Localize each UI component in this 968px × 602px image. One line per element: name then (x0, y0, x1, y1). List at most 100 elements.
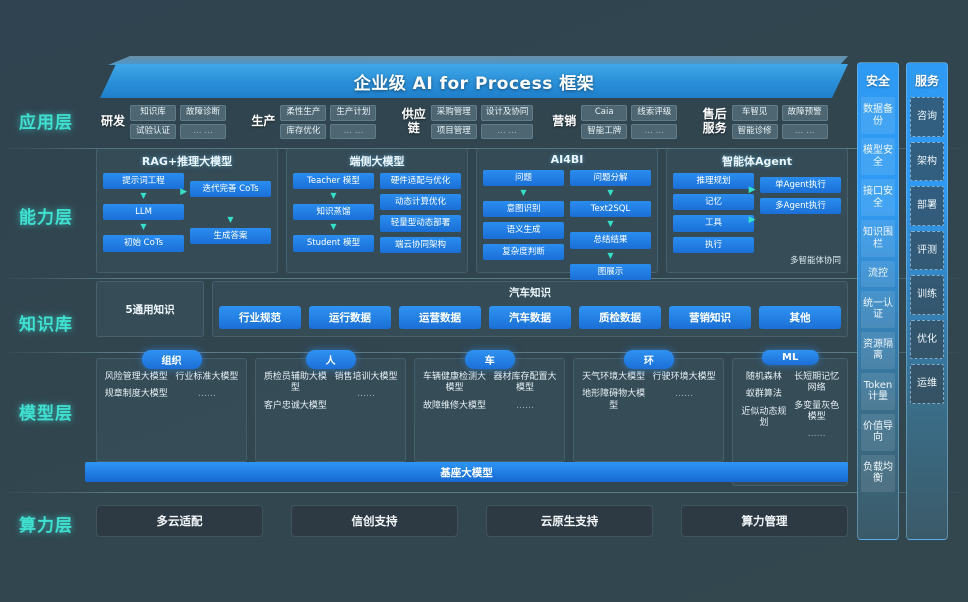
knowledge-pill[interactable]: 行业规范 (219, 306, 301, 329)
model-item[interactable]: 行业标准大模型 (175, 372, 239, 382)
capability-node[interactable]: 总结结果 (570, 232, 651, 249)
model-item[interactable]: 天气环境大模型 (582, 372, 646, 382)
app-chip[interactable]: 故障诊断 (180, 104, 226, 121)
model-card-vehicle[interactable]: 车 车辆健康检测大模型 故障维修大模型 器材库存配置大模型 …… (414, 350, 566, 462)
model-item[interactable]: 质检员辅助大模型 (263, 372, 327, 394)
app-chip[interactable]: 车智见 (731, 104, 778, 121)
app-chip-more[interactable]: … … (631, 123, 678, 140)
knowledge-pill[interactable]: 汽车数据 (489, 306, 571, 329)
security-rail-item[interactable]: 接口安全 (861, 179, 895, 216)
model-item[interactable]: 随机森林 (745, 372, 782, 382)
app-group-supply-chain[interactable]: 供应链 采购管理 项目管理 设计及协同 … … (397, 100, 547, 144)
security-rail-item[interactable]: 流控 (861, 261, 895, 287)
model-item[interactable]: 蚁群算法 (745, 389, 782, 400)
security-rail-item[interactable]: 知识围栏 (861, 220, 895, 257)
model-item[interactable]: 器材库存配置大模型 (493, 372, 557, 394)
capability-node[interactable]: Student 模型 (293, 235, 374, 252)
model-card-organization[interactable]: 组织 风险管理大模型 规章制度大模型 行业标准大模型 …… (96, 350, 248, 462)
app-chip[interactable]: 智能诊修 (731, 123, 778, 140)
app-chip-more[interactable]: … … (480, 123, 534, 140)
service-rail-item[interactable]: 部署 (910, 186, 944, 226)
capability-node[interactable]: 提示词工程 (103, 173, 184, 190)
app-group-production[interactable]: 生产 柔性生产 库存优化 生产计划 … … (246, 100, 396, 144)
capability-node[interactable]: 工具 (673, 215, 754, 232)
app-chip[interactable]: 设计及协同 (480, 104, 534, 121)
security-rail-item[interactable]: 资源隔离 (861, 331, 895, 369)
capability-card-ai4bi[interactable]: AI4BI 问题 ▼ 意图识别 语义生成 复杂度判断 问题分解 ▼ Text2S… (476, 148, 658, 280)
model-item-more[interactable]: …… (197, 389, 216, 400)
app-chip-more[interactable]: … … (781, 123, 828, 140)
capability-node[interactable]: 单Agent执行 (760, 177, 841, 194)
capability-node[interactable]: Text2SQL (570, 201, 651, 218)
model-item[interactable]: 近似动态规划 (741, 406, 787, 428)
capability-node[interactable]: 问题分解 (570, 170, 651, 187)
security-rail-item[interactable]: Token计量 (861, 372, 895, 410)
capability-node[interactable]: 意图识别 (483, 201, 564, 218)
knowledge-pill[interactable]: 营销知识 (669, 306, 751, 329)
model-item-more[interactable]: …… (516, 400, 535, 411)
capability-node[interactable]: 动态计算优化 (380, 194, 461, 211)
compute-button-cloudnative[interactable]: 云原生支持 (486, 505, 653, 537)
capability-node[interactable]: Teacher 模型 (293, 173, 374, 190)
model-card-people[interactable]: 人 质检员辅助大模型 客户忠诚大模型 销售培训大模型 …… (255, 350, 407, 462)
capability-node[interactable]: 生成答案 (190, 228, 271, 245)
model-item[interactable]: 风险管理大模型 (104, 372, 168, 382)
app-chip[interactable]: 试验认证 (130, 123, 176, 140)
app-chip[interactable]: 柔性生产 (280, 104, 327, 121)
security-rail-item[interactable]: 价值导向 (861, 413, 895, 451)
app-chip-more[interactable]: … … (330, 123, 377, 140)
app-group-marketing[interactable]: 营销 Caia 智能工牌 线索评级 … … (547, 100, 697, 144)
service-rail-item[interactable]: 运维 (910, 364, 944, 404)
model-item[interactable]: 地形障碍物大模型 (582, 389, 646, 411)
model-item[interactable]: 故障维修大模型 (422, 400, 486, 411)
capability-node[interactable]: 端云协同架构 (380, 236, 461, 253)
knowledge-pill[interactable]: 运营数据 (399, 306, 481, 329)
capability-node[interactable]: 图展示 (570, 263, 651, 280)
security-rail-item[interactable]: 模型安全 (861, 138, 895, 175)
app-chip[interactable]: 线索评级 (631, 104, 678, 121)
security-rail-item[interactable]: 负载均衡 (861, 454, 895, 492)
model-item[interactable]: 规章制度大模型 (104, 389, 168, 400)
capability-node[interactable]: 语义生成 (483, 222, 564, 239)
capability-card-edge-model[interactable]: 端侧大模型 Teacher 模型 ▼ 知识蒸馏 ▼ Student 模型 硬件适… (286, 148, 468, 273)
model-item-more[interactable]: …… (675, 389, 694, 400)
app-group-rd[interactable]: 研发 知识库 试验认证 故障诊断 … … (96, 100, 246, 144)
capability-node[interactable]: 迭代完善 CoTs (190, 181, 271, 198)
service-rail-item[interactable]: 评测 (910, 230, 944, 270)
capability-card-rag[interactable]: RAG+推理大模型 提示词工程 ▼ LLM ▼ 初始 CoTs 迭代完善 CoT… (96, 148, 278, 273)
model-item-more[interactable]: …… (356, 389, 375, 400)
capability-node[interactable]: LLM (103, 204, 184, 221)
app-chip[interactable]: Caia (581, 104, 628, 121)
capability-node[interactable]: 初始 CoTs (103, 235, 184, 252)
capability-card-agent[interactable]: 智能体Agent 推理规划 记忆 工具 执行 单Agent执行 多Agent执行… (666, 148, 848, 273)
app-chip[interactable]: 智能工牌 (581, 123, 628, 140)
compute-button-multicloud[interactable]: 多云适配 (96, 505, 263, 537)
capability-node[interactable]: 记忆 (673, 194, 754, 211)
capability-node[interactable]: 轻量型动态部署 (380, 215, 461, 232)
service-rail-item[interactable]: 训练 (910, 275, 944, 315)
security-rail-item[interactable]: 数据备份 (861, 97, 895, 134)
knowledge-general-card[interactable]: 5通用知识 (96, 281, 204, 337)
knowledge-pill[interactable]: 运行数据 (309, 306, 391, 329)
model-item[interactable]: 车辆健康检测大模型 (422, 372, 486, 394)
app-chip-more[interactable]: … … (180, 123, 226, 140)
app-chip[interactable]: 采购管理 (430, 104, 477, 121)
app-chip[interactable]: 生产计划 (330, 104, 377, 121)
capability-node[interactable]: 知识蒸馏 (293, 204, 374, 221)
model-item[interactable]: 多变量灰色模型 (794, 400, 840, 422)
compute-button-xinchuang[interactable]: 信创支持 (291, 505, 458, 537)
service-rail-item[interactable]: 架构 (910, 141, 944, 181)
model-card-environment[interactable]: 环 天气环境大模型 地形障碍物大模型 行驶环境大模型 …… (573, 350, 725, 462)
foundation-model-bar[interactable]: 基座大模型 (85, 462, 848, 482)
knowledge-pill[interactable]: 其他 (759, 306, 841, 329)
app-chip[interactable]: 项目管理 (430, 123, 477, 140)
app-chip[interactable]: 故障预警 (781, 104, 828, 121)
model-item[interactable]: 行驶环境大模型 (652, 372, 716, 382)
capability-node[interactable]: 问题 (483, 170, 564, 187)
knowledge-pill[interactable]: 质检数据 (579, 306, 661, 329)
model-item[interactable]: 销售培训大模型 (334, 372, 398, 382)
app-chip[interactable]: 库存优化 (280, 123, 327, 140)
service-rail-item[interactable]: 咨询 (910, 97, 944, 137)
security-rail-item[interactable]: 统一认证 (861, 290, 895, 328)
capability-node[interactable]: 推理规划 (673, 173, 754, 190)
